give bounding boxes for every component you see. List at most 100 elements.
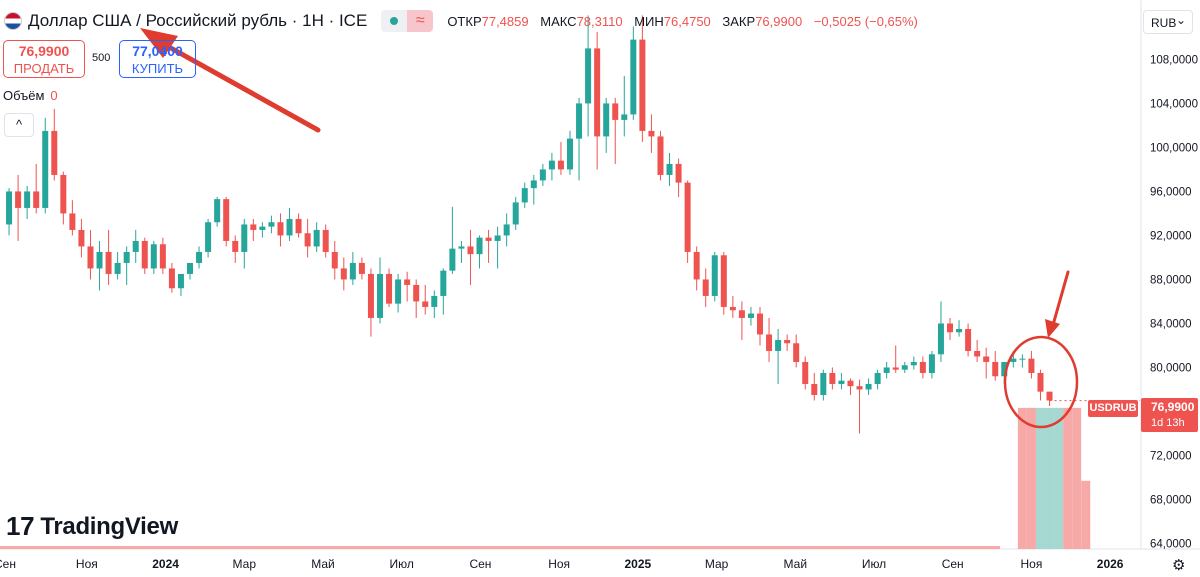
candle-body [123,251,130,263]
annotation-arrow-shaft [157,39,321,133]
y-tick-label: 68,0000 [1150,494,1192,506]
candle-body [856,386,863,390]
y-tick-label: 72,0000 [1150,450,1192,462]
candle-body [928,354,935,373]
candle-body [377,273,383,318]
candle-body [530,180,537,189]
x-tick-label: Июл [390,557,414,571]
x-tick-label: 2025 [625,557,652,571]
y-tick-label: 104,0000 [1150,98,1198,110]
ohlc-change-value: −0,5025 (−0,65%) [813,13,918,29]
bar-countdown: 1d 13h [1151,417,1185,429]
candle-body [847,380,854,387]
candle-body [449,248,456,271]
usd-flag-icon [4,12,22,30]
market-status-icon[interactable] [381,10,408,32]
x-tick-label: Ноя [76,557,98,571]
y-tick-label: 80,0000 [1150,362,1192,374]
candle-body [431,295,438,307]
candle-body [150,244,157,269]
candle-body [187,262,193,274]
candle-body [214,199,221,223]
symbol-title[interactable]: Доллар США / Российский рубль · 1Н · ICE [28,11,368,30]
candle-body [78,229,85,247]
candle-body [612,103,619,120]
symbol-price-tag: USDRUB [1088,400,1138,417]
annotation-arrow2-shaft [1051,270,1070,327]
ohlc-close-key: ЗАКР [722,13,756,29]
volume-legend[interactable]: Объём 0 [3,88,58,103]
candle-body [983,356,990,362]
candle-body [6,191,13,225]
x-tick-label: Мар [705,557,729,571]
ohlc-high-key: МАКС [540,13,577,29]
candle-body [485,237,492,241]
candle-body [114,262,121,274]
candle-body [666,163,673,175]
tradingview-logo[interactable]: 17 TradingView [6,511,178,542]
ohlc-high-value: 78,3110 [576,13,623,29]
candle-body [829,372,836,384]
candle-body [232,240,239,252]
candle-body [937,323,944,355]
candle-body [277,222,284,236]
candle-body [865,383,872,390]
candle-body [757,313,763,335]
x-tick-label: Май [784,557,808,571]
candle-body [974,350,981,357]
candle-body [901,365,908,370]
x-tick-label: Май [311,557,335,571]
candle-body [639,39,646,131]
candle-body [404,279,411,285]
annotation-arrow2-head [1045,319,1060,338]
candle-body [250,224,257,230]
sell-button[interactable]: 76,9900 ПРОДАТЬ [3,40,85,78]
candle-body [196,251,203,263]
wave-icon[interactable]: ≈ [407,10,434,32]
y-tick-label: 100,0000 [1150,142,1198,154]
candle-body [657,136,664,175]
currency-select[interactable]: RUB [1143,8,1193,34]
candle-body [711,255,718,296]
last-price-label: 76,9900 1d 13h [1141,398,1198,432]
candle-body [168,268,175,289]
candle-body [132,240,139,252]
candle-body [467,246,474,255]
candle-body [259,226,266,230]
buy-price: 77,0400 [132,43,183,59]
candle-body [883,367,890,373]
candle-body [395,279,402,304]
x-tick-label: Июл [862,557,886,571]
candle-body [874,372,881,384]
candle-body [603,103,610,137]
gear-icon[interactable]: ⚙ [1172,557,1186,574]
candle-body [286,218,293,236]
x-tick-label: Сен [942,557,964,571]
candle-body [766,334,773,351]
candle-body [1037,372,1044,392]
x-tick-label: 2024 [152,557,179,571]
candle-body [539,169,546,181]
y-tick-label: 108,0000 [1150,54,1198,66]
y-tick-label: 96,0000 [1150,186,1192,198]
candle-body [892,367,899,370]
candle-body [340,268,347,280]
candle-body [630,39,637,115]
candle-body [241,224,248,252]
buy-button[interactable]: 77,0400 КУПИТЬ [119,40,196,78]
candle-body [729,306,736,311]
y-tick-label: 84,0000 [1150,318,1192,330]
ohlc-open-value: 77,4859 [481,13,529,29]
candle-body [422,301,429,307]
candle-body [322,229,329,252]
volume-bar [1026,407,1036,549]
candle-body [349,262,356,280]
candle-body [910,361,917,366]
collapse-chevron-icon[interactable]: ^ [4,113,34,137]
candle-body [567,138,573,170]
volume-bar [1017,407,1027,549]
candle-body [693,251,700,280]
candle-body [223,199,230,241]
candle-body [1010,358,1017,362]
